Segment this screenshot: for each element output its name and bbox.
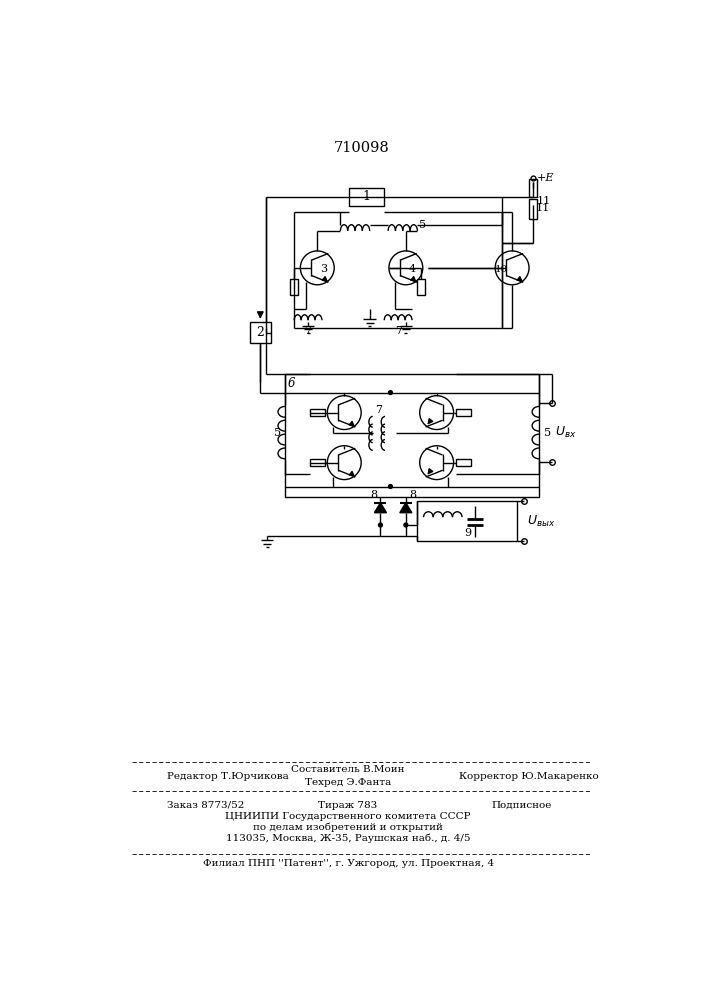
Bar xyxy=(417,501,518,541)
Circle shape xyxy=(389,485,392,488)
Text: 7: 7 xyxy=(375,405,382,415)
Text: 3: 3 xyxy=(320,264,327,274)
Bar xyxy=(285,374,539,497)
Bar xyxy=(417,279,425,295)
Text: $U_{вх}$: $U_{вх}$ xyxy=(555,425,577,440)
Text: 10: 10 xyxy=(495,265,508,274)
Text: Техред Э.Фанта: Техред Э.Фанта xyxy=(305,778,391,787)
Text: по делам изобретений и открытий: по делам изобретений и открытий xyxy=(253,823,443,832)
Bar xyxy=(529,199,537,219)
Text: 6: 6 xyxy=(288,377,296,390)
Bar xyxy=(310,459,325,466)
Text: 1: 1 xyxy=(363,190,370,204)
Text: Тираж 783: Тираж 783 xyxy=(318,801,378,810)
Text: Редактор Т.Юрчикова: Редактор Т.Юрчикова xyxy=(167,772,289,781)
Text: 11: 11 xyxy=(536,203,550,213)
Circle shape xyxy=(378,523,382,527)
Text: 11: 11 xyxy=(537,196,551,206)
Bar xyxy=(250,322,271,343)
Circle shape xyxy=(404,523,408,527)
Text: Заказ 8773/52: Заказ 8773/52 xyxy=(167,801,245,810)
Circle shape xyxy=(389,391,392,395)
Polygon shape xyxy=(400,503,412,513)
Text: 2: 2 xyxy=(257,326,264,339)
Text: 7: 7 xyxy=(305,326,312,336)
Text: 5: 5 xyxy=(544,428,551,438)
Text: ЦНИИПИ Государственного комитета СССР: ЦНИИПИ Государственного комитета СССР xyxy=(226,812,471,821)
Text: 7: 7 xyxy=(395,326,402,336)
Text: 9: 9 xyxy=(464,528,471,538)
Polygon shape xyxy=(375,503,387,513)
Text: 5: 5 xyxy=(419,220,426,230)
Bar xyxy=(291,279,298,295)
Text: $U_{вых}$: $U_{вых}$ xyxy=(527,514,555,529)
Bar xyxy=(310,409,325,416)
Text: Филиал ПНП ''Патент'', г. Ужгород, ул. Проектная, 4: Филиал ПНП ''Патент'', г. Ужгород, ул. П… xyxy=(202,859,493,868)
Bar xyxy=(349,188,385,206)
Text: 8: 8 xyxy=(409,490,416,500)
Text: 8: 8 xyxy=(370,490,378,500)
Bar xyxy=(529,179,537,197)
Text: +E: +E xyxy=(537,173,554,183)
Text: Корректор Ю.Макаренко: Корректор Ю.Макаренко xyxy=(459,772,599,781)
Text: 5: 5 xyxy=(274,428,281,438)
Text: Подписное: Подписное xyxy=(491,801,551,810)
Text: 113035, Москва, Ж-35, Раушская наб., д. 4/5: 113035, Москва, Ж-35, Раушская наб., д. … xyxy=(226,834,470,843)
Text: Составитель В.Моин: Составитель В.Моин xyxy=(291,765,405,774)
Text: 710098: 710098 xyxy=(334,141,390,155)
Text: 4: 4 xyxy=(409,264,416,274)
Bar xyxy=(456,409,472,416)
Bar xyxy=(456,459,472,466)
